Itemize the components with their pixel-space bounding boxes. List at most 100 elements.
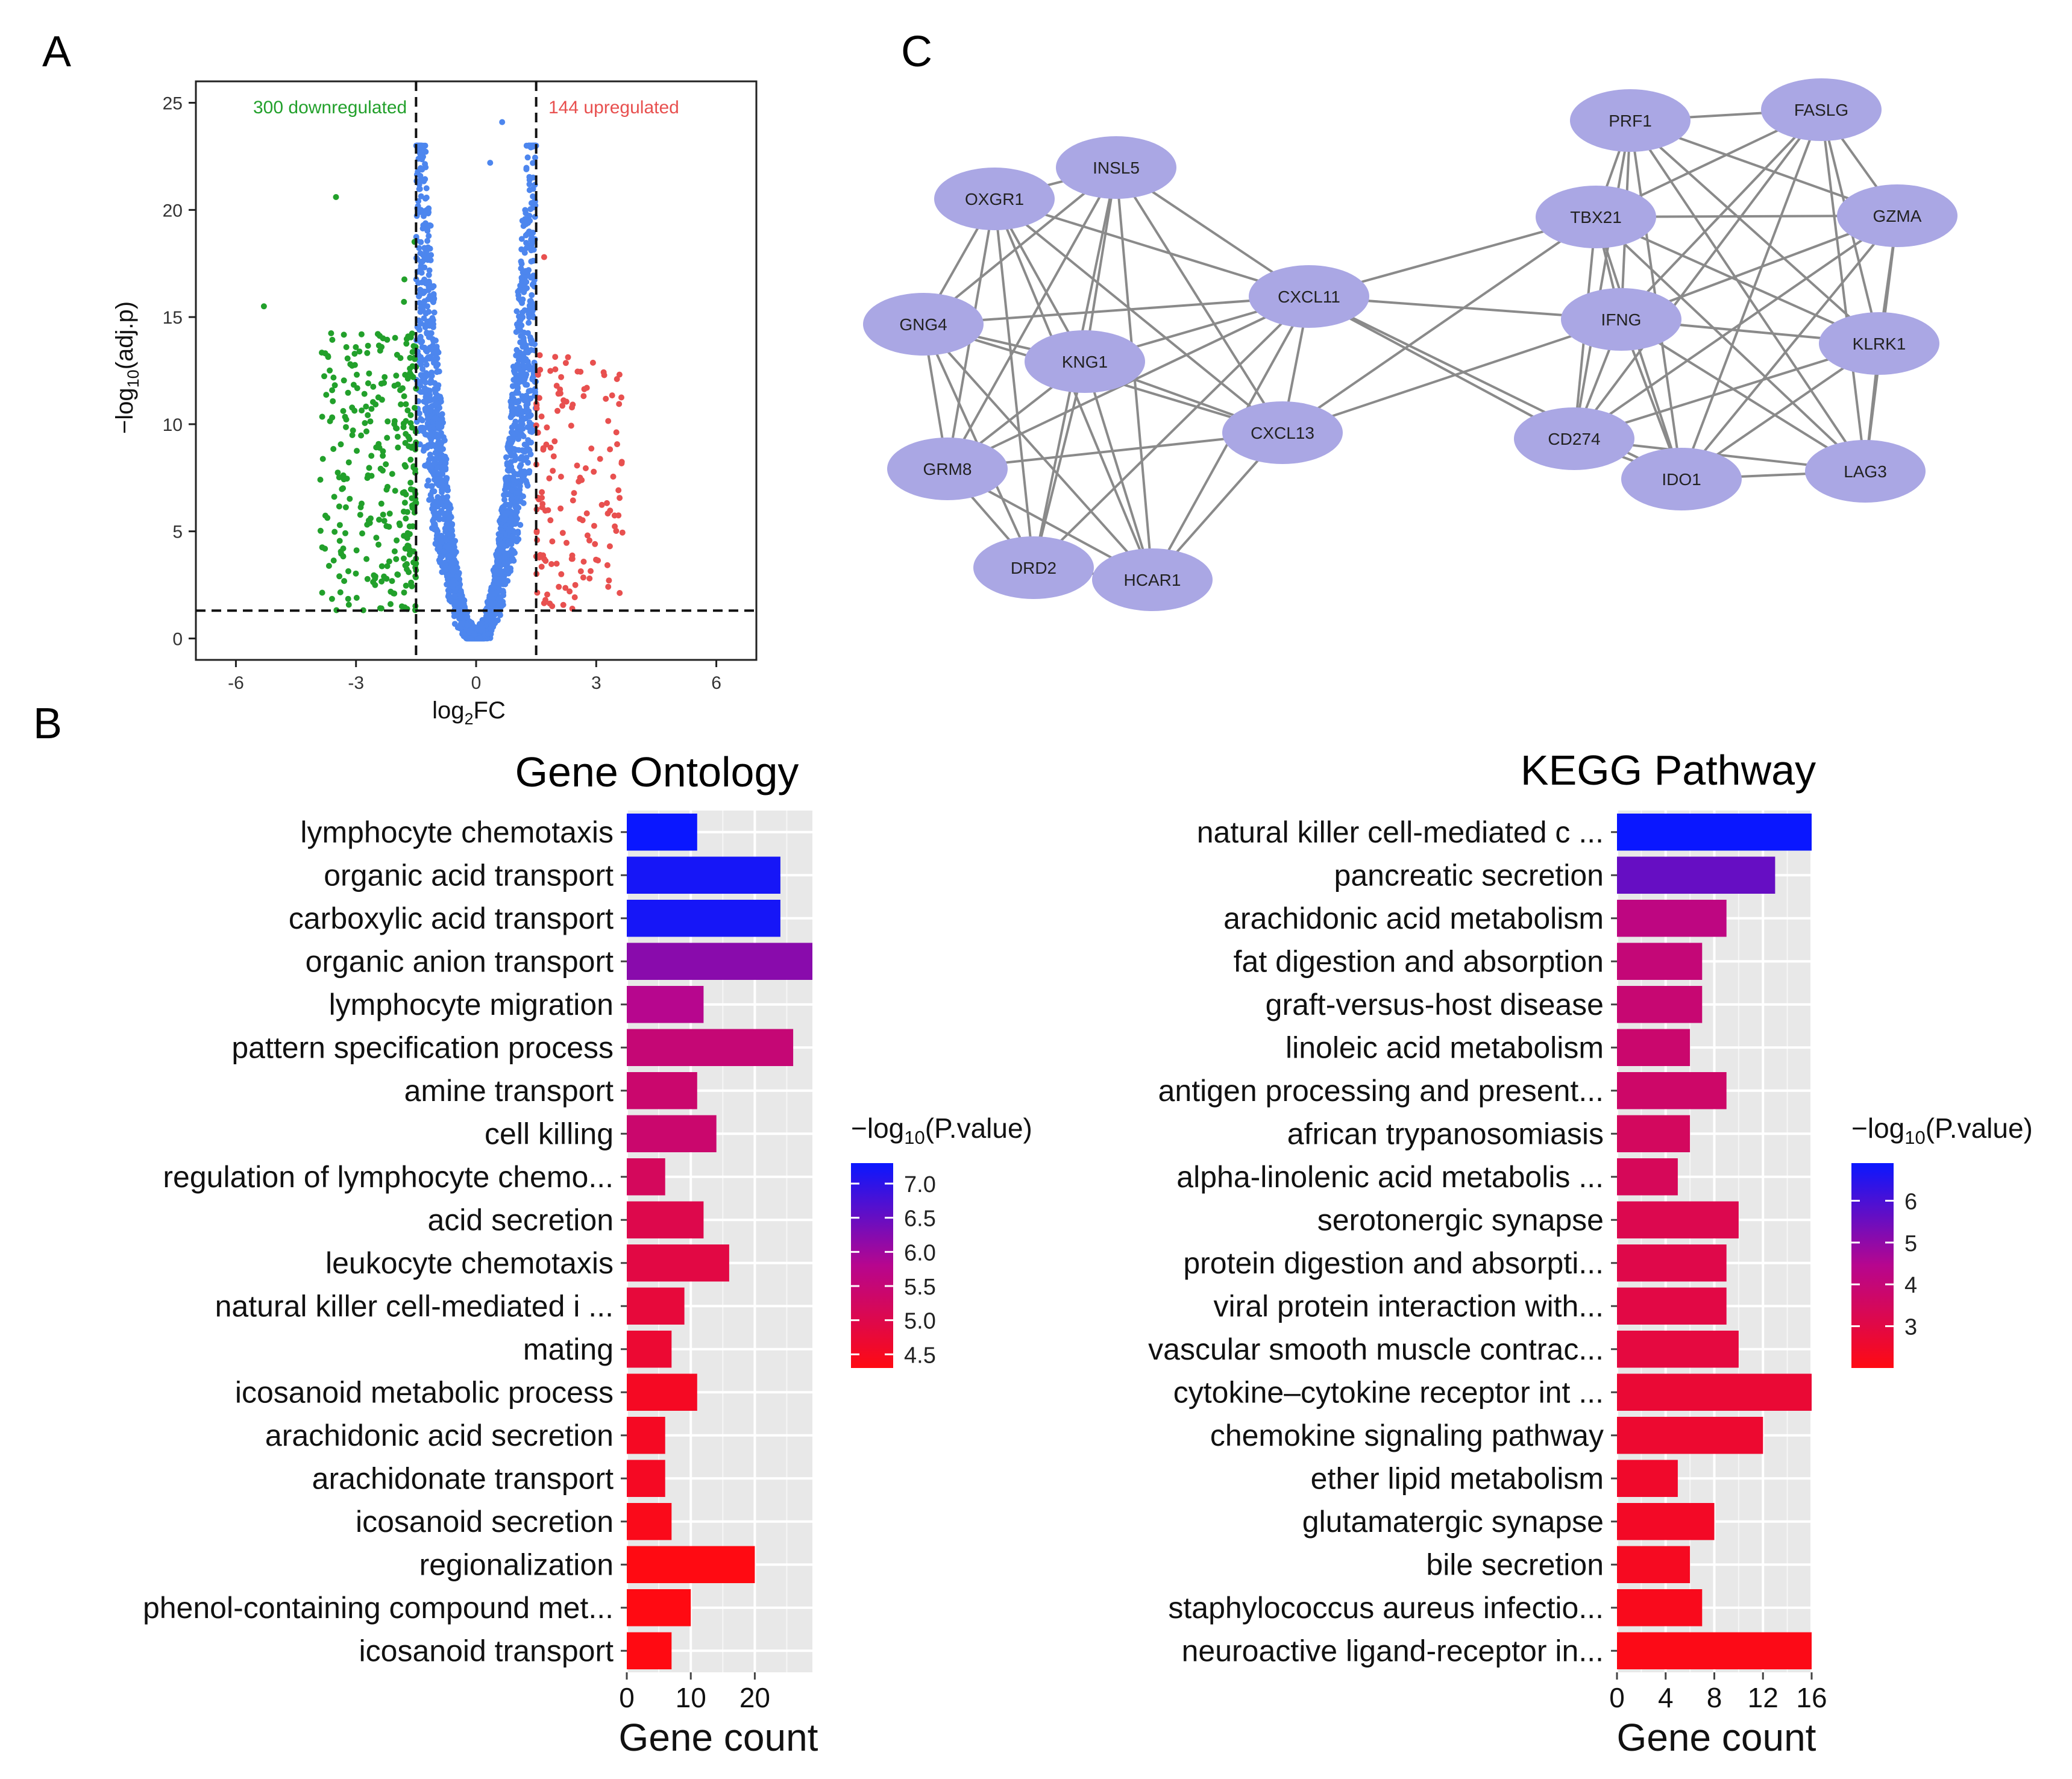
volcano-point: [470, 624, 477, 631]
volcano-point: [521, 329, 527, 336]
volcano-point: [471, 631, 477, 638]
go-bar: [627, 1072, 697, 1109]
volcano-point: [583, 510, 590, 516]
volcano-point: [609, 392, 615, 399]
volcano-point: [518, 298, 525, 304]
volcano-point: [425, 309, 432, 315]
volcano-point: [421, 445, 427, 451]
volcano-point: [527, 298, 534, 304]
volcano-point: [516, 366, 523, 373]
volcano-point: [516, 463, 523, 470]
volcano-point: [429, 315, 436, 321]
volcano-point: [436, 544, 443, 550]
volcano-point: [423, 362, 430, 368]
volcano-point: [328, 330, 334, 336]
volcano-point: [568, 422, 574, 429]
volcano-point: [436, 498, 442, 505]
volcano-point: [539, 489, 545, 495]
volcano-point: [577, 516, 583, 522]
volcano-point: [403, 340, 410, 347]
volcano-plot-area: [195, 80, 758, 661]
kegg-bar: [1617, 943, 1703, 980]
volcano-point: [351, 407, 358, 414]
volcano-point: [409, 363, 416, 369]
volcano-point: [606, 577, 612, 584]
volcano-point: [614, 441, 620, 448]
volcano-point: [425, 287, 432, 293]
kegg-x-tick-label: 8: [1707, 1682, 1722, 1713]
volcano-point: [409, 330, 415, 337]
kegg-x-axis-label: Gene count: [1617, 1716, 1816, 1759]
network-edge: [1595, 216, 1866, 472]
volcano-point: [365, 380, 371, 386]
volcano-point: [436, 440, 443, 447]
volcano-point: [527, 366, 533, 372]
volcano-point: [427, 322, 433, 328]
volcano-point: [588, 568, 594, 574]
volcano-point: [517, 282, 524, 289]
volcano-point: [401, 276, 407, 283]
volcano-point: [518, 407, 524, 414]
volcano-point: [427, 222, 433, 228]
volcano-point: [526, 187, 533, 193]
kegg-category-label: viral protein interaction with...: [1213, 1289, 1604, 1323]
volcano-point: [426, 267, 433, 274]
volcano-point: [323, 392, 330, 398]
volcano-point: [422, 161, 429, 168]
go-category-label: regulation of lymphocyte chemo...: [163, 1160, 614, 1194]
volcano-point: [613, 528, 620, 534]
volcano-point: [510, 411, 516, 418]
volcano-point: [448, 526, 455, 533]
volcano-point: [385, 418, 391, 425]
volcano-point: [422, 323, 429, 330]
volcano-x-ticks: -6 -3 0 3 6: [228, 660, 721, 693]
volcano-point: [325, 353, 331, 359]
volcano-point: [342, 530, 348, 536]
volcano-point: [416, 358, 422, 365]
volcano-point: [418, 266, 424, 272]
kegg-bar: [1617, 1417, 1763, 1454]
volcano-point: [408, 579, 415, 586]
volcano-point: [448, 522, 455, 529]
volcano-y-axis-label: −log10(adj.p): [111, 301, 142, 434]
volcano-point: [440, 434, 447, 441]
volcano-point: [604, 562, 611, 568]
kegg-bar: [1617, 1546, 1691, 1583]
volcano-point: [401, 462, 408, 468]
volcano-point: [401, 589, 407, 596]
volcano-point: [574, 462, 580, 469]
volcano-point: [431, 309, 438, 316]
network-node-grm8: [887, 438, 1008, 500]
volcano-point: [381, 518, 388, 524]
volcano-point: [401, 500, 408, 506]
network-node-cd274: [1514, 407, 1634, 470]
volcano-point: [409, 349, 416, 356]
volcano-point: [492, 566, 498, 573]
network-edges: [922, 108, 1898, 581]
volcano-point: [384, 435, 391, 441]
volcano-point: [519, 393, 526, 400]
volcano-x-tick-label: -6: [228, 673, 244, 693]
volcano-point: [425, 477, 432, 484]
volcano-point: [396, 520, 403, 527]
volcano-point: [435, 361, 441, 368]
network-node-lag3: [1805, 440, 1926, 503]
go-legend-tick-label: 7.0: [904, 1172, 936, 1197]
volcano-point: [446, 516, 453, 522]
volcano-point: [510, 550, 516, 556]
volcano-point: [606, 543, 613, 550]
volcano-point: [526, 319, 532, 326]
kegg-bar: [1617, 814, 1812, 851]
volcano-point: [518, 258, 524, 265]
volcano-point: [592, 541, 598, 547]
volcano-point: [319, 413, 325, 420]
volcano-point: [388, 601, 394, 607]
volcano-point: [444, 521, 450, 528]
volcano-point: [404, 407, 411, 413]
volcano-point: [526, 314, 532, 321]
volcano-point: [518, 246, 525, 253]
network-edge: [1115, 166, 1284, 434]
volcano-point: [494, 559, 500, 565]
volcano-point: [510, 533, 516, 539]
volcano-point: [562, 360, 569, 366]
